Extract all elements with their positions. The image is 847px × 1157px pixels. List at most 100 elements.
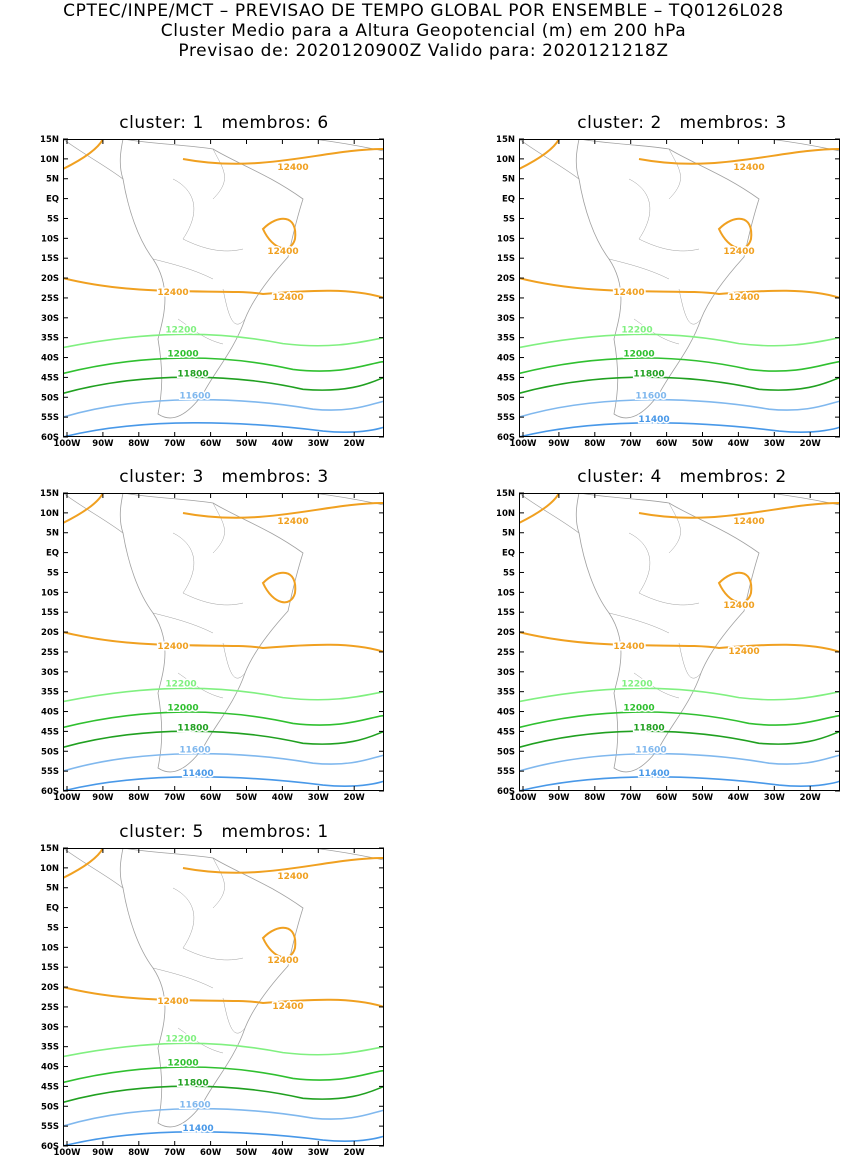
africa-coastline bbox=[768, 139, 840, 152]
lat-tick-label: 55S bbox=[41, 413, 59, 423]
lat-tick-label: 10S bbox=[41, 943, 59, 953]
lat-tick-label: 30S bbox=[41, 668, 59, 678]
contour-label: 12400 bbox=[267, 956, 298, 966]
lon-tick-label: 50W bbox=[236, 793, 258, 803]
map-panel: 12400 12400 12200 12000 11800 11600 11400 15N 10… bbox=[40, 489, 384, 803]
lat-tick-label: 40S bbox=[497, 354, 515, 364]
country-border bbox=[182, 238, 244, 252]
panel-frame bbox=[519, 139, 840, 437]
lon-tick-label: 40W bbox=[728, 439, 750, 449]
africa-coastline bbox=[312, 139, 384, 152]
lon-tick-label: 60W bbox=[656, 439, 678, 449]
cluster-number: 1 bbox=[192, 113, 204, 133]
lat-tick-label: 45S bbox=[497, 373, 515, 383]
lat-tick-label: 20S bbox=[41, 983, 59, 993]
lat-tick-label: 25S bbox=[41, 648, 59, 658]
contour-12400 bbox=[63, 631, 384, 653]
south-america-coastline bbox=[119, 493, 304, 773]
lat-tick-label: 10N bbox=[40, 864, 59, 874]
map-panel: 12400 12400 12400 12400 12200 12000 11800 11600… bbox=[40, 135, 384, 449]
contour-label: 11800 bbox=[177, 369, 208, 379]
lat-tick-label: EQ bbox=[502, 195, 515, 205]
country-border bbox=[668, 502, 681, 554]
lat-tick-label: 10N bbox=[496, 509, 515, 519]
contour-12400-loop bbox=[261, 217, 297, 250]
contour-label: 12400 bbox=[267, 247, 298, 257]
lon-tick-label: 30W bbox=[308, 439, 330, 449]
contour-label: 12400 bbox=[272, 293, 303, 303]
contour-label: 11600 bbox=[179, 1100, 210, 1110]
lat-tick-label: 10N bbox=[496, 155, 515, 165]
contour-11600 bbox=[63, 752, 384, 772]
contour-12400-loop bbox=[519, 139, 560, 170]
contour-11400 bbox=[519, 776, 840, 791]
country-border bbox=[152, 967, 214, 989]
lat-tick-label: 10S bbox=[497, 234, 515, 244]
lon-tick-label: 60W bbox=[656, 793, 678, 803]
cluster-title: cluster: 2 membros: 3 bbox=[577, 113, 786, 133]
lat-tick-label: 20S bbox=[497, 274, 515, 284]
country-border bbox=[633, 318, 680, 345]
central-america-coastline bbox=[63, 848, 124, 889]
lat-tick-label: 5N bbox=[46, 175, 59, 185]
contour-12400-loop bbox=[638, 502, 840, 519]
header-line-1: CPTEC/INPE/MCT – PREVISAO DE TEMPO GLOBA… bbox=[63, 1, 784, 21]
lat-tick-label: 50S bbox=[497, 393, 515, 403]
contour-label: 12400 bbox=[613, 288, 644, 298]
south-america-coastline bbox=[575, 139, 760, 419]
cluster-title: cluster: 3 membros: 3 bbox=[119, 467, 328, 487]
cluster-label: cluster: bbox=[119, 467, 187, 487]
cluster-title: cluster: 5 membros: 1 bbox=[119, 822, 328, 842]
lat-tick-label: 25S bbox=[41, 1003, 59, 1013]
contour-label: 12400 bbox=[157, 288, 188, 298]
contour-11400 bbox=[63, 776, 384, 791]
contour-label: 12400 bbox=[157, 997, 188, 1007]
contour-11600 bbox=[63, 398, 384, 418]
contour-label: 12200 bbox=[165, 680, 196, 690]
country-border bbox=[608, 612, 670, 634]
members-count: 6 bbox=[317, 113, 329, 133]
contour-label: 12000 bbox=[167, 350, 198, 360]
lat-tick-label: 10S bbox=[41, 234, 59, 244]
lon-tick-label: 90W bbox=[92, 1148, 114, 1157]
contour-12000 bbox=[519, 711, 840, 729]
lat-tick-label: 15N bbox=[496, 489, 515, 499]
country-border bbox=[177, 672, 224, 699]
contour-12400-loop bbox=[182, 502, 384, 519]
lat-tick-label: 5N bbox=[46, 529, 59, 539]
contour-11800 bbox=[519, 376, 840, 395]
lat-tick-label: 5N bbox=[502, 529, 515, 539]
cluster-number: 4 bbox=[650, 467, 662, 487]
members-count: 2 bbox=[775, 467, 787, 487]
lon-tick-label: 30W bbox=[764, 793, 786, 803]
contour-label: 12000 bbox=[167, 1059, 198, 1069]
lat-tick-label: 60S bbox=[497, 787, 515, 797]
contour-11800 bbox=[63, 376, 384, 395]
lat-tick-label: 5S bbox=[503, 214, 515, 224]
contour-12200 bbox=[519, 687, 840, 703]
contour-label: 11400 bbox=[638, 769, 669, 779]
contour-11800 bbox=[63, 730, 384, 749]
country-border bbox=[212, 857, 225, 909]
lat-tick-label: 45S bbox=[497, 727, 515, 737]
lon-tick-label: 80W bbox=[128, 439, 150, 449]
country-border bbox=[222, 288, 246, 325]
contour-12200 bbox=[63, 1042, 384, 1058]
lat-tick-label: 30S bbox=[497, 314, 515, 324]
panel-frame bbox=[63, 139, 384, 437]
lat-tick-label: 10S bbox=[41, 588, 59, 598]
contour-label: 12000 bbox=[167, 704, 198, 714]
lat-tick-label: 10N bbox=[40, 509, 59, 519]
lon-tick-label: 70W bbox=[164, 1148, 186, 1157]
lat-tick-label: 55S bbox=[497, 413, 515, 423]
country-border bbox=[152, 612, 214, 634]
country-border bbox=[678, 642, 702, 679]
lon-tick-label: 20W bbox=[800, 793, 822, 803]
lat-tick-label: 30S bbox=[41, 314, 59, 324]
lat-tick-label: 5N bbox=[502, 175, 515, 185]
contour-12400-loop bbox=[63, 493, 104, 524]
contour-12400 bbox=[63, 986, 384, 1008]
cluster-number: 3 bbox=[192, 467, 204, 487]
contour-label: 12400 bbox=[157, 642, 188, 652]
lon-tick-label: 100W bbox=[53, 439, 81, 449]
